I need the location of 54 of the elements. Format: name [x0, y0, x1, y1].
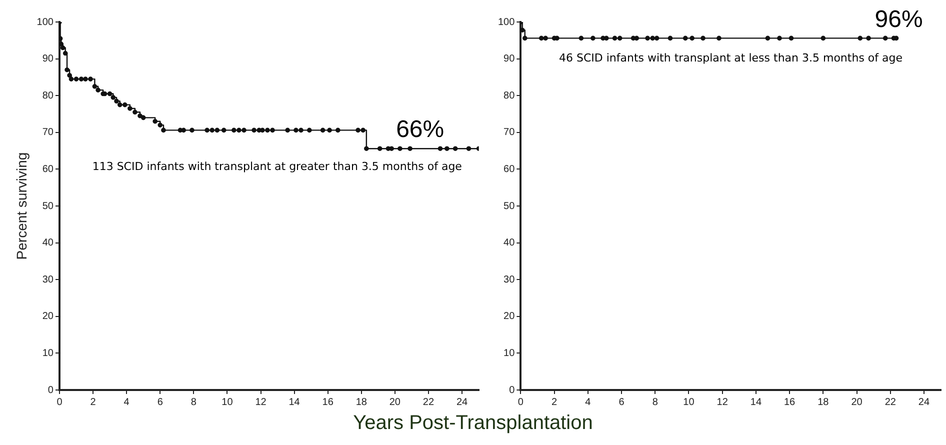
- x-tick-label: 18: [818, 396, 830, 408]
- y-tick-label: 80: [504, 90, 516, 102]
- x-tick-label: 24: [918, 396, 930, 408]
- x-tick-label: 16: [322, 396, 334, 408]
- y-tick-label: 80: [42, 90, 54, 102]
- x-tick-label: 14: [288, 396, 300, 408]
- x-tick-label: 18: [356, 396, 368, 408]
- x-tick-label: 4: [585, 396, 592, 408]
- y-tick-label: 10: [42, 348, 54, 359]
- x-tick-label: 2: [90, 396, 96, 408]
- x-tick-label: 6: [157, 396, 164, 408]
- y-tick-label: 100: [498, 16, 516, 28]
- x-tick-label: 22: [422, 396, 434, 408]
- x-tick-label: 0: [518, 396, 524, 408]
- x-tick-label: 12: [255, 396, 267, 408]
- y-tick-label: 0: [48, 384, 54, 396]
- x-tick-label: 10: [222, 396, 234, 408]
- x-tick-label: 16: [784, 396, 796, 408]
- y-tick-label: 90: [504, 54, 516, 65]
- x-tick-label: 4: [124, 396, 130, 408]
- x-tick-label: 6: [618, 396, 625, 408]
- x-tick-label: 22: [884, 396, 896, 408]
- y-tick-label: 60: [504, 164, 516, 175]
- y-tick-label: 70: [504, 127, 516, 138]
- x-tick-label: 10: [683, 396, 695, 408]
- annotation: 96%: [874, 6, 923, 33]
- y-axis-title: Percent surviving: [13, 152, 30, 260]
- annotation: 46 SCID infants with transplant at less than 3.5 months of age: [558, 52, 903, 65]
- x-tick-label: 24: [456, 396, 468, 408]
- x-tick-label: 2: [552, 396, 558, 408]
- x-tick-label: 0: [56, 396, 63, 408]
- y-tick-label: 0: [509, 384, 516, 396]
- y-tick-label: 100: [36, 16, 54, 28]
- y-tick-label: 40: [504, 238, 516, 249]
- x-tick-label: 8: [190, 396, 197, 408]
- annotation: 66%: [396, 116, 444, 144]
- y-tick-label: 30: [42, 274, 54, 286]
- x-tick-label: 20: [389, 396, 401, 408]
- annotation: 113 SCID infants with transplant at greater than 3.5 months of age: [92, 160, 462, 174]
- y-tick-label: 60: [42, 164, 54, 175]
- x-tick-label: 20: [851, 396, 863, 408]
- y-tick-label: 20: [504, 311, 516, 322]
- y-tick-label: 20: [42, 311, 54, 322]
- y-tick-label: 10: [504, 348, 516, 359]
- y-tick-label: 40: [42, 238, 54, 249]
- x-tick-label: 8: [652, 396, 658, 408]
- x-axis-title: Years Post-Transplantation: [352, 412, 594, 435]
- y-tick-label: 70: [42, 127, 54, 138]
- x-tick-label: 14: [750, 396, 762, 408]
- y-tick-label: 50: [504, 200, 516, 212]
- y-tick-label: 90: [42, 54, 54, 65]
- y-tick-label: 50: [42, 200, 54, 212]
- x-tick-label: 12: [716, 396, 728, 408]
- y-tick-label: 30: [504, 274, 516, 286]
